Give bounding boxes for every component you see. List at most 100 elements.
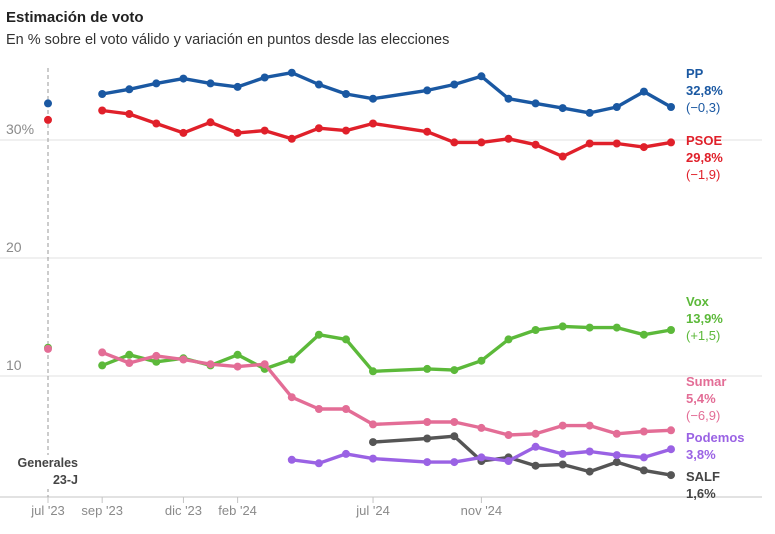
x-tick-label: nov '24 bbox=[461, 503, 503, 518]
data-point-sumar bbox=[260, 360, 269, 369]
series-last-value: 29,8% bbox=[686, 150, 723, 165]
data-point-podemos bbox=[342, 449, 350, 458]
x-tick-label: jul '23 bbox=[30, 503, 65, 518]
election-point-sumar bbox=[44, 344, 52, 353]
y-tick-label: 20 bbox=[6, 239, 22, 255]
data-point-vox bbox=[558, 322, 567, 331]
data-point-vox bbox=[342, 335, 350, 344]
data-point-sumar bbox=[287, 393, 296, 402]
x-tick-label: jul '24 bbox=[355, 503, 390, 518]
x-tick-label: feb '24 bbox=[218, 503, 257, 518]
data-point-podemos bbox=[369, 454, 377, 463]
data-point-podemos bbox=[531, 442, 540, 451]
series-name-label: SALF bbox=[686, 469, 720, 484]
data-point-sumar bbox=[450, 418, 459, 426]
data-point-podemos bbox=[667, 445, 675, 454]
data-point-psoe bbox=[423, 127, 432, 136]
data-point-sumar bbox=[179, 355, 188, 364]
data-point-psoe bbox=[233, 128, 242, 137]
data-point-psoe bbox=[531, 140, 540, 149]
series-last-value: 1,6% bbox=[686, 486, 716, 501]
data-point-vox bbox=[98, 361, 107, 370]
data-point-vox bbox=[369, 367, 377, 376]
series-name-label: PSOE bbox=[686, 133, 723, 148]
data-point-pp bbox=[531, 99, 540, 108]
data-point-pp bbox=[342, 90, 350, 98]
data-point-sumar bbox=[152, 351, 161, 360]
data-point-pp bbox=[260, 73, 269, 82]
series-name-label: Podemos bbox=[686, 430, 745, 445]
data-point-pp bbox=[450, 80, 459, 89]
data-point-vox bbox=[639, 330, 648, 339]
data-point-pp bbox=[477, 72, 486, 81]
data-point-psoe bbox=[342, 126, 350, 135]
data-point-psoe bbox=[639, 143, 648, 152]
series-line-pp bbox=[100, 70, 673, 115]
data-point-psoe bbox=[558, 152, 567, 161]
data-point-sumar bbox=[667, 426, 675, 435]
data-point-psoe bbox=[504, 134, 513, 143]
data-point-psoe bbox=[152, 119, 161, 128]
data-point-salf bbox=[612, 458, 621, 467]
data-point-psoe bbox=[206, 118, 215, 127]
data-point-vox bbox=[287, 355, 296, 364]
x-tick-label: sep '23 bbox=[81, 503, 123, 518]
data-point-pp bbox=[287, 68, 296, 77]
series-last-value: 3,8% bbox=[686, 447, 716, 462]
data-point-podemos bbox=[450, 458, 459, 467]
series-change: (+1,5) bbox=[686, 328, 721, 343]
series-change: (−1,9) bbox=[686, 167, 721, 182]
end-label-salf: SALF 1,6% bbox=[686, 468, 720, 502]
data-point-sumar bbox=[423, 418, 432, 426]
series-name-label: Sumar bbox=[686, 374, 727, 389]
data-point-pp bbox=[206, 79, 215, 88]
data-point-psoe bbox=[477, 138, 486, 147]
data-point-psoe bbox=[98, 106, 107, 115]
series-line-psoe bbox=[100, 108, 673, 159]
data-point-salf bbox=[639, 466, 648, 475]
data-point-salf bbox=[585, 467, 594, 476]
data-point-psoe bbox=[125, 110, 134, 118]
data-point-pp bbox=[369, 94, 377, 103]
series-last-value: 5,4% bbox=[686, 391, 716, 406]
data-point-sumar bbox=[98, 348, 107, 357]
data-point-pp bbox=[558, 104, 567, 113]
series-line-sumar bbox=[100, 350, 673, 437]
end-label-podemos: Podemos 3,8% bbox=[686, 429, 745, 463]
data-point-salf bbox=[450, 432, 459, 441]
election-point-pp bbox=[44, 99, 52, 108]
data-point-podemos bbox=[287, 455, 296, 464]
data-point-podemos bbox=[314, 459, 323, 468]
data-point-pp bbox=[612, 103, 621, 111]
data-point-podemos bbox=[477, 453, 486, 462]
data-point-podemos bbox=[612, 451, 621, 460]
data-point-psoe bbox=[612, 139, 621, 148]
end-label-vox: Vox 13,9% (+1,5) bbox=[686, 293, 723, 344]
series-last-value: 32,8% bbox=[686, 83, 723, 98]
series-change: (−6,9) bbox=[686, 408, 721, 423]
data-point-vox bbox=[314, 330, 323, 339]
data-point-sumar bbox=[612, 429, 621, 438]
data-point-vox bbox=[531, 326, 540, 334]
chart-subtitle: En % sobre el voto válido y variación en… bbox=[6, 32, 450, 48]
data-point-pp bbox=[423, 86, 432, 95]
data-point-sumar bbox=[477, 423, 486, 432]
data-point-vox bbox=[423, 364, 432, 373]
data-point-pp bbox=[504, 94, 513, 103]
data-point-vox bbox=[667, 326, 675, 334]
data-point-pp bbox=[667, 103, 675, 111]
data-point-psoe bbox=[369, 119, 377, 128]
data-point-sumar bbox=[314, 405, 323, 413]
end-label-pp: PP 32,8% (−0,3) bbox=[686, 65, 723, 116]
data-point-sumar bbox=[504, 431, 513, 439]
data-point-psoe bbox=[314, 124, 323, 133]
data-point-psoe bbox=[287, 134, 296, 143]
series-name-label: Vox bbox=[686, 294, 709, 309]
data-point-podemos bbox=[585, 447, 594, 456]
data-point-sumar bbox=[369, 420, 377, 429]
series-line-vox bbox=[100, 324, 673, 373]
data-point-sumar bbox=[585, 421, 594, 430]
data-point-sumar bbox=[558, 421, 567, 430]
